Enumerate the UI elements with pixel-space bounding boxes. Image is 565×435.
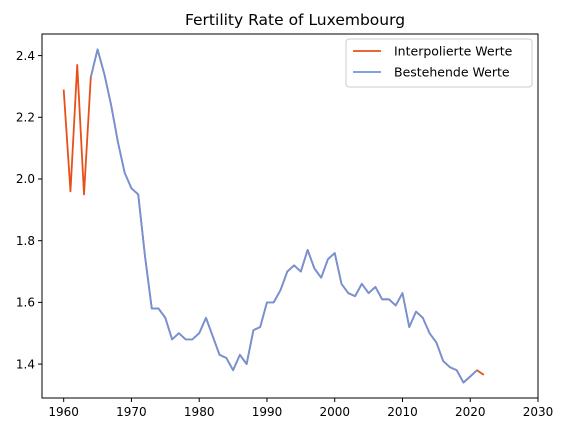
x-tick-label-1980: 1980 <box>184 405 215 419</box>
x-tick-label-1960: 1960 <box>48 405 79 419</box>
y-axis: 1.4 1.6 1.8 2.0 2.2 2.4 <box>16 49 42 371</box>
y-tick-label-1: 1.6 <box>16 296 35 310</box>
y-tick-label-0: 1.4 <box>16 357 35 371</box>
legend-box <box>345 38 533 88</box>
x-tick-label-2010: 2010 <box>387 405 418 419</box>
plot-lines <box>62 48 485 384</box>
x-tick-label-2000: 2000 <box>319 405 350 419</box>
legend-label-interpolated: Interpolierte Werte <box>394 44 513 59</box>
x-tick-label-2030: 2030 <box>523 405 554 419</box>
legend-label-existing: Bestehende Werte <box>394 65 510 80</box>
x-tick-label-1970: 1970 <box>116 405 147 419</box>
series-line-1 <box>89 48 478 384</box>
x-axis: 1960 1970 1980 1990 2000 2010 2020 2030 <box>48 398 553 419</box>
y-tick-label-2: 1.8 <box>16 234 35 248</box>
chart-title: Fertility Rate of Luxembourg <box>185 11 405 29</box>
x-tick-label-2020: 2020 <box>455 405 486 419</box>
plot-frame <box>41 33 539 399</box>
x-tick-label-1990: 1990 <box>252 405 283 419</box>
y-tick-label-4: 2.2 <box>16 110 35 124</box>
y-tick-label-3: 2.0 <box>16 172 35 186</box>
y-tick-label-5: 2.4 <box>16 49 35 63</box>
series-line-0 <box>62 48 485 384</box>
legend: Interpolierte Werte Bestehende Werte <box>345 38 533 88</box>
